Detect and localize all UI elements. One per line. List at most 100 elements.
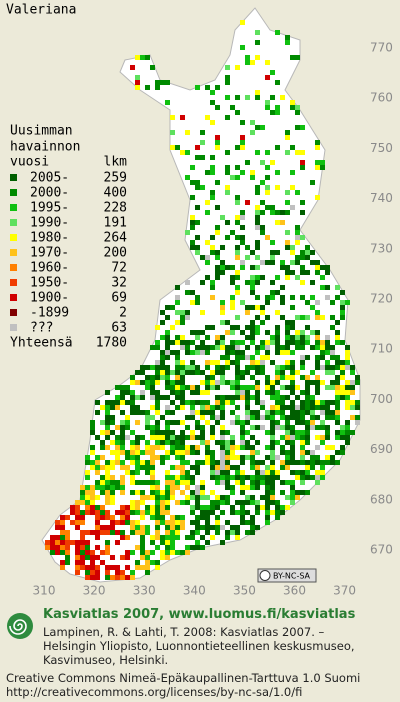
square: [145, 85, 150, 90]
square: [220, 510, 225, 515]
square: [175, 335, 180, 340]
square: [325, 425, 330, 430]
square: [225, 345, 230, 350]
square: [290, 245, 295, 250]
square: [80, 550, 85, 555]
square: [135, 480, 140, 485]
square: [200, 415, 205, 420]
square: [235, 530, 240, 535]
square: [200, 490, 205, 495]
y-grid-label: 680: [370, 492, 393, 506]
square: [260, 340, 265, 345]
square: [145, 450, 150, 455]
legend-column: lkm: [104, 155, 128, 170]
square: [265, 355, 270, 360]
square: [125, 450, 130, 455]
square: [200, 440, 205, 445]
square: [165, 540, 170, 545]
square: [235, 365, 240, 370]
square: [290, 55, 295, 60]
square: [225, 485, 230, 490]
square: [150, 470, 155, 475]
square: [315, 455, 320, 460]
square: [250, 320, 255, 325]
square: [235, 95, 240, 100]
square: [110, 485, 115, 490]
square: [300, 125, 305, 130]
square: [145, 495, 150, 500]
square: [325, 265, 330, 270]
square: [215, 405, 220, 410]
square: [170, 445, 175, 450]
square: [55, 550, 60, 555]
square: [170, 530, 175, 535]
square: [215, 180, 220, 185]
badge-box: [257, 568, 317, 583]
square: [190, 435, 195, 440]
square: [180, 335, 185, 340]
square: [330, 325, 335, 330]
square: [295, 335, 300, 340]
square: [205, 400, 210, 405]
square: [205, 530, 210, 535]
square: [90, 505, 95, 510]
square: [220, 305, 225, 310]
square: [255, 360, 260, 365]
square: [255, 500, 260, 505]
square: [240, 510, 245, 515]
square: [230, 490, 235, 495]
square: [165, 555, 170, 560]
square: [95, 510, 100, 515]
square: [335, 405, 340, 410]
square: [95, 570, 100, 575]
square: [300, 445, 305, 450]
square: [215, 265, 220, 270]
square: [170, 370, 175, 375]
square: [300, 315, 305, 320]
square: [320, 425, 325, 430]
square: [285, 450, 290, 455]
square: [60, 515, 65, 520]
square: [330, 410, 335, 415]
square: [160, 370, 165, 375]
square: [120, 520, 125, 525]
square: [265, 330, 270, 335]
square: [300, 335, 305, 340]
square: [130, 380, 135, 385]
square: [215, 360, 220, 365]
square: [305, 255, 310, 260]
square: [230, 420, 235, 425]
square: [155, 440, 160, 445]
square: [245, 410, 250, 415]
square: [95, 525, 100, 530]
square: [155, 505, 160, 510]
square: [285, 130, 290, 135]
square: [105, 570, 110, 575]
square: [290, 435, 295, 440]
square: [330, 385, 335, 390]
square: [305, 475, 310, 480]
square: [195, 515, 200, 520]
square: [270, 510, 275, 515]
square: [260, 310, 265, 315]
square: [75, 545, 80, 550]
square: [90, 460, 95, 465]
square: [90, 430, 95, 435]
square: [180, 550, 185, 555]
square: [330, 455, 335, 460]
square: [330, 460, 335, 465]
square: [170, 495, 175, 500]
square: [220, 335, 225, 340]
square: [125, 425, 130, 430]
square: [85, 475, 90, 480]
square: [290, 360, 295, 365]
square: [290, 495, 295, 500]
square: [145, 445, 150, 450]
square: [55, 540, 60, 545]
square: [290, 490, 295, 495]
square: [155, 340, 160, 345]
square: [325, 340, 330, 345]
square: [305, 420, 310, 425]
square: [290, 170, 295, 175]
